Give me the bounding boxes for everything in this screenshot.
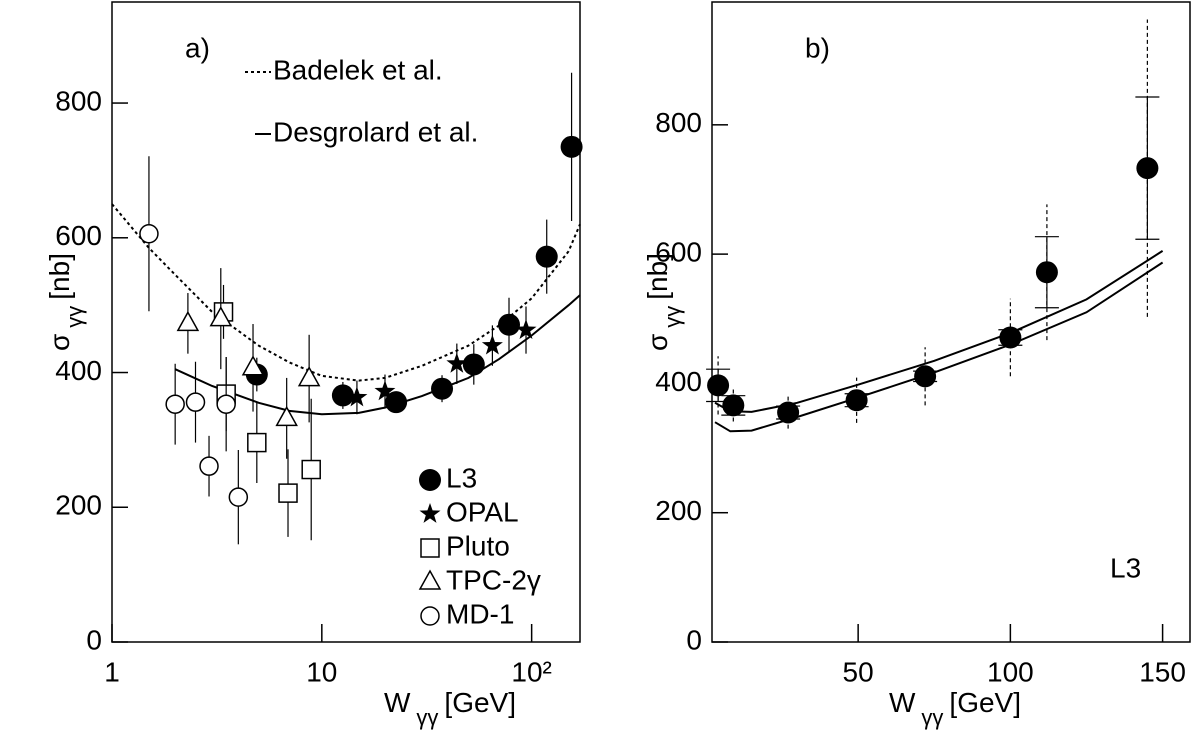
marker-open-circle — [165, 394, 185, 414]
marker-filled-circle — [777, 401, 800, 424]
x-label-main: W — [384, 687, 411, 718]
y-tick-label: 800 — [55, 85, 102, 116]
marker-filled-circle — [999, 326, 1022, 349]
marker-square — [247, 432, 267, 453]
legend-label: MD-1 — [446, 598, 514, 629]
marker-filled-circle — [914, 365, 937, 388]
y-label-sub: γγ — [62, 306, 87, 328]
marker-triangle — [275, 405, 298, 427]
marker-filled-circle — [707, 374, 730, 397]
y-tick-label: 200 — [55, 490, 102, 521]
x-tick-label: 150 — [1139, 656, 1186, 687]
plot-frame — [111, 1, 581, 643]
marker-filled-circle — [431, 377, 454, 400]
y-tick-label: 600 — [655, 237, 702, 268]
marker-filled-circle — [1136, 157, 1159, 180]
marker-triangle — [297, 366, 321, 387]
x-tick-label: 100 — [987, 656, 1034, 687]
marker-square — [301, 459, 321, 480]
marker-star — [374, 380, 396, 401]
legend-label: Badelek et al. — [273, 54, 443, 85]
marker-triangle — [176, 310, 200, 332]
marker-open-circle — [228, 487, 249, 507]
legend-label: TPC-2γ — [446, 564, 541, 595]
marker-open-circle — [139, 223, 159, 244]
marker-filled-circle — [722, 394, 745, 417]
marker-star — [446, 352, 468, 373]
y-label-unit: [nb] — [44, 253, 75, 300]
legend-marker — [420, 606, 440, 626]
marker-star — [346, 386, 368, 407]
curve — [111, 203, 581, 382]
legend-label: L3 — [446, 462, 477, 493]
legend-label: OPAL — [446, 496, 519, 527]
marker-filled-circle — [462, 353, 485, 376]
x-label-unit: [GeV] — [444, 687, 516, 718]
y-label-main: σ — [44, 334, 75, 351]
x-tick-label: 50 — [843, 656, 874, 687]
legend-marker — [419, 503, 441, 523]
y-tick-label: 0 — [686, 624, 702, 655]
x-label-sub: γγ — [416, 705, 438, 730]
y-tick-label: 800 — [655, 107, 702, 138]
marker-filled-circle — [498, 313, 521, 336]
marker-triangle — [241, 355, 265, 376]
y-axis-label: σ γγ [nb] — [44, 253, 86, 351]
y-tick-label: 400 — [55, 355, 102, 386]
y-label-unit: [nb] — [642, 253, 673, 300]
legend-marker — [420, 538, 440, 558]
y-tick-label: 600 — [55, 220, 102, 251]
plot-frame — [711, 1, 1191, 643]
y-tick-label: 400 — [655, 366, 702, 397]
legend-label: Pluto — [446, 530, 510, 561]
marker-square — [278, 483, 298, 503]
annotation: b) — [805, 32, 830, 63]
x-label-main: W — [889, 687, 916, 718]
marker-filled-circle — [560, 135, 583, 158]
annotation: L3 — [1110, 552, 1141, 583]
curve — [714, 250, 1164, 413]
legend-label: Desgrolard et al. — [273, 116, 478, 147]
marker-filled-circle — [1035, 261, 1058, 284]
y-tick-label: 0 — [86, 624, 102, 655]
annotation: a) — [185, 32, 210, 63]
marker-star — [515, 319, 537, 339]
y-axis-label: σ γγ [nb] — [642, 253, 684, 351]
curve — [174, 294, 581, 416]
y-label-sub: γγ — [660, 306, 685, 328]
marker-open-circle — [185, 392, 206, 412]
marker-filled-circle — [535, 245, 558, 268]
y-tick-label: 200 — [655, 495, 702, 526]
marker-triangle — [209, 306, 233, 327]
marker-star — [481, 334, 503, 355]
x-tick-label: 10² — [511, 656, 551, 687]
x-label-sub: γγ — [921, 705, 943, 730]
y-label-main: σ — [642, 334, 673, 351]
legend-marker — [418, 569, 442, 590]
x-tick-label: 10 — [306, 656, 337, 687]
marker-filled-circle — [331, 384, 354, 407]
x-label-unit: [GeV] — [949, 687, 1021, 718]
marker-open-circle — [216, 394, 236, 414]
x-tick-label: 1 — [104, 656, 120, 687]
marker-filled-circle — [385, 391, 408, 414]
marker-filled-circle — [845, 389, 868, 412]
legend-marker — [419, 469, 441, 491]
marker-open-circle — [199, 456, 219, 476]
